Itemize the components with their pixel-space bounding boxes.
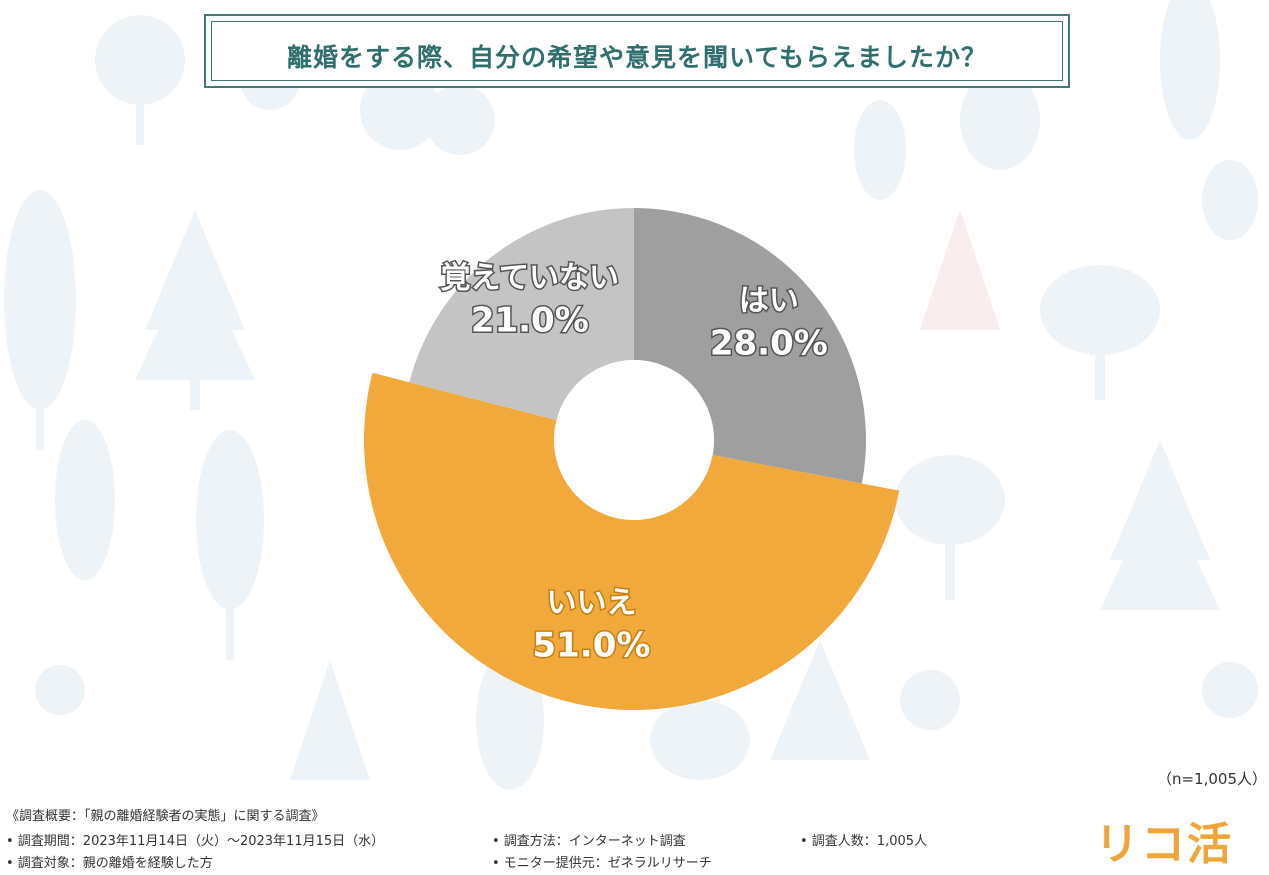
survey-footer: 《調査概要：「親の離婚経験者の実態」に関する調査》 • 調査期間：2023年11… xyxy=(0,800,1269,875)
rikokatsu-logo: リコ活 xyxy=(1095,819,1233,870)
label-yes: はい xyxy=(739,283,799,318)
survey-target: • 調査対象：親の離婚を経験した方 xyxy=(6,856,213,871)
value-yes: 28.0% xyxy=(710,323,828,363)
donut-chart: はい 28.0% いいえ 51.0% 覚えていない 21.0% xyxy=(363,208,900,711)
sample-size-label: （n=1,005人） xyxy=(1157,770,1268,788)
survey-count: • 調査人数：1,005人 xyxy=(800,834,928,849)
survey-period: • 調査期間：2023年11月14日（火）～2023年11月15日（水） xyxy=(6,834,385,849)
slice-no xyxy=(363,372,900,711)
survey-overview: 《調査概要：「親の離婚経験者の実態」に関する調査》 xyxy=(6,809,325,824)
title-box: 離婚をする際、自分の希望や意見を聞いてもらえましたか？ xyxy=(204,14,1070,88)
monitor-provider: • モニター提供元：ゼネラルリサーチ xyxy=(492,856,712,871)
value-unsure: 21.0% xyxy=(471,301,589,341)
label-unsure: 覚えていない xyxy=(441,261,620,296)
slice-yes xyxy=(634,208,866,484)
survey-method: • 調査方法：インターネット調査 xyxy=(492,834,686,849)
value-no: 51.0% xyxy=(532,625,650,665)
slice-unsure xyxy=(409,208,634,421)
tree-pattern-background xyxy=(4,0,1258,790)
donut-hole xyxy=(554,360,714,520)
label-no: いいえ xyxy=(546,585,636,620)
